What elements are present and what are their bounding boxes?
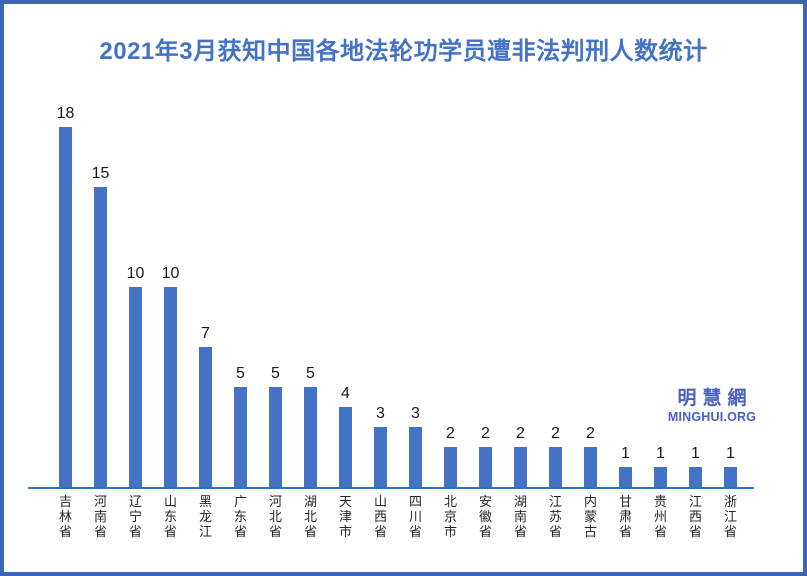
bar-value-label: 2 [481,425,490,442]
bar [444,447,457,487]
bar [129,287,142,487]
bar [514,447,527,487]
bar-group: 15 [83,92,118,487]
x-axis-line [28,487,754,489]
bar-value-label: 2 [516,425,525,442]
bar-value-label: 15 [91,165,110,182]
bar-group: 5 [258,92,293,487]
bar-group: 2 [503,92,538,487]
category-label: 江西省 [688,494,702,539]
category-label: 内蒙古 [583,494,597,539]
bar [59,127,72,487]
bar-value-label: 1 [691,445,700,462]
bar [234,387,247,487]
category-label: 安徽省 [478,494,492,539]
bar-group: 4 [328,92,363,487]
bar-group: 2 [573,92,608,487]
minghui-logo: 明慧網 MINGHUI.ORG [662,388,762,424]
bar [94,187,107,487]
bar [619,467,632,487]
bar-value-label: 2 [446,425,455,442]
bar-value-label: 4 [341,385,350,402]
minghui-logo-chinese: 明慧網 [677,388,753,409]
bar [304,387,317,487]
bar-value-label: 10 [126,265,145,282]
category-label: 江苏省 [548,494,562,539]
minghui-logo-latin: MINGHUI.ORG [667,410,757,424]
category-label: 黑龙江 [198,494,212,539]
bar [479,447,492,487]
bar [549,447,562,487]
bar [724,467,737,487]
bar [339,407,352,487]
category-label: 天津市 [338,494,352,539]
bar-group: 18 [48,92,83,487]
category-label: 甘肃省 [618,494,632,539]
bar-value-label: 1 [726,445,735,462]
category-label: 北京市 [443,494,457,539]
bar-value-label: 2 [586,425,595,442]
bar-value-label: 1 [656,445,665,462]
category-label: 四川省 [408,494,422,539]
bar-group: 3 [363,92,398,487]
bar-group: 2 [468,92,503,487]
bar-group: 1 [608,92,643,487]
bar [654,467,667,487]
category-label: 河南省 [93,494,107,539]
bar-group: 5 [223,92,258,487]
bar-value-label: 10 [161,265,180,282]
x-axis-labels: 吉林省 河南省 辽宁省 山东省 黑龙江 广东省 河北省 湖北省 天津市 山西省 四川省 北京市 安徽省 湖… [48,494,748,539]
bar [374,427,387,487]
bar-group: 10 [118,92,153,487]
category-label: 贵州省 [653,494,667,539]
bar-group: 5 [293,92,328,487]
bar-value-label: 3 [411,405,420,422]
bar-group: 3 [398,92,433,487]
bar [584,447,597,487]
bar-value-label: 5 [236,365,245,382]
category-label: 山西省 [373,494,387,539]
bar-group: 1 [643,92,678,487]
bar-value-label: 2 [551,425,560,442]
category-label: 浙江省 [723,494,737,539]
bar [689,467,702,487]
bar [409,427,422,487]
bar [199,347,212,487]
bar-group: 2 [433,92,468,487]
bar [269,387,282,487]
bar-group: 1 [678,92,713,487]
bar-value-label: 1 [621,445,630,462]
category-label: 湖北省 [303,494,317,539]
bar-value-label: 5 [306,365,315,382]
bar-group: 7 [188,92,223,487]
category-label: 辽宁省 [128,494,142,539]
bar-value-label: 3 [376,405,385,422]
bar-group: 10 [153,92,188,487]
category-label: 广东省 [233,494,247,539]
bar-group: 1 [713,92,748,487]
bar-value-label: 7 [201,325,210,342]
bar-value-label: 5 [271,365,280,382]
chart-title: 2021年3月获知中国各地法轮功学员遭非法判刑人数统计 [99,38,708,65]
category-label: 吉林省 [58,494,72,539]
bar [164,287,177,487]
category-label: 湖南省 [513,494,527,539]
category-label: 山东省 [163,494,177,539]
plot-area: 18 15 10 10 7 5 5 5 4 3 3 2 2 2 2 2 1 1 1 1 [48,92,748,487]
bar-group: 2 [538,92,573,487]
bar-value-label: 18 [56,105,75,122]
category-label: 河北省 [268,494,282,539]
